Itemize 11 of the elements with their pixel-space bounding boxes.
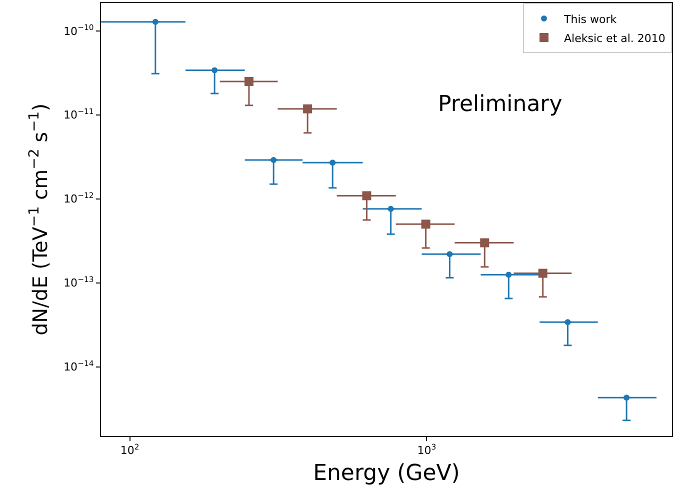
- y-tick-label: 10$^{−12}$: [64, 191, 94, 206]
- y-tick-label: 10$^{−14}$: [64, 359, 94, 374]
- y-tick-label: 10$^{−10}$: [64, 23, 94, 38]
- x-axis-title: Energy (GeV): [313, 461, 460, 486]
- x-tick-label: 10$^{2}$: [120, 442, 140, 458]
- y-tick-label: 10$^{−13}$: [64, 275, 94, 290]
- x-tick-label: 10$^{3}$: [417, 442, 436, 458]
- legend-label: This work: [563, 12, 618, 26]
- legend-label: Aleksic et al. 2010: [564, 32, 666, 45]
- annotation: Preliminary: [438, 92, 562, 117]
- y-tick-label: 10$^{−11}$: [64, 107, 94, 122]
